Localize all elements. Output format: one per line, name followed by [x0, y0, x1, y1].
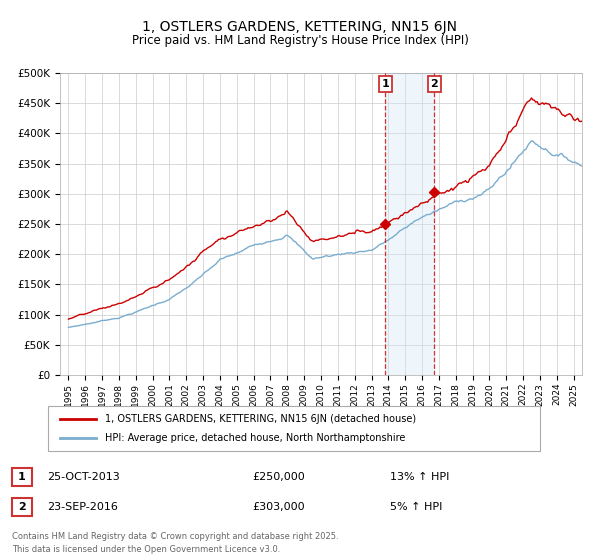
Text: 25-OCT-2013: 25-OCT-2013: [47, 472, 119, 482]
Text: 5% ↑ HPI: 5% ↑ HPI: [390, 502, 442, 512]
Text: 1, OSTLERS GARDENS, KETTERING, NN15 6JN (detached house): 1, OSTLERS GARDENS, KETTERING, NN15 6JN …: [105, 413, 416, 423]
Text: HPI: Average price, detached house, North Northamptonshire: HPI: Average price, detached house, Nort…: [105, 433, 406, 444]
Text: 1, OSTLERS GARDENS, KETTERING, NN15 6JN: 1, OSTLERS GARDENS, KETTERING, NN15 6JN: [143, 20, 458, 34]
Text: 23-SEP-2016: 23-SEP-2016: [47, 502, 118, 512]
Text: Contains HM Land Registry data © Crown copyright and database right 2025.: Contains HM Land Registry data © Crown c…: [12, 532, 338, 541]
Text: Price paid vs. HM Land Registry's House Price Index (HPI): Price paid vs. HM Land Registry's House …: [131, 34, 469, 46]
Text: 2: 2: [18, 502, 26, 512]
Text: 1: 1: [18, 472, 26, 482]
Text: 13% ↑ HPI: 13% ↑ HPI: [390, 472, 449, 482]
Text: £303,000: £303,000: [252, 502, 305, 512]
Text: This data is licensed under the Open Government Licence v3.0.: This data is licensed under the Open Gov…: [12, 544, 280, 554]
Text: 1: 1: [382, 79, 389, 89]
Bar: [385, 73, 434, 375]
Text: 2: 2: [430, 79, 438, 89]
Text: £250,000: £250,000: [252, 472, 305, 482]
